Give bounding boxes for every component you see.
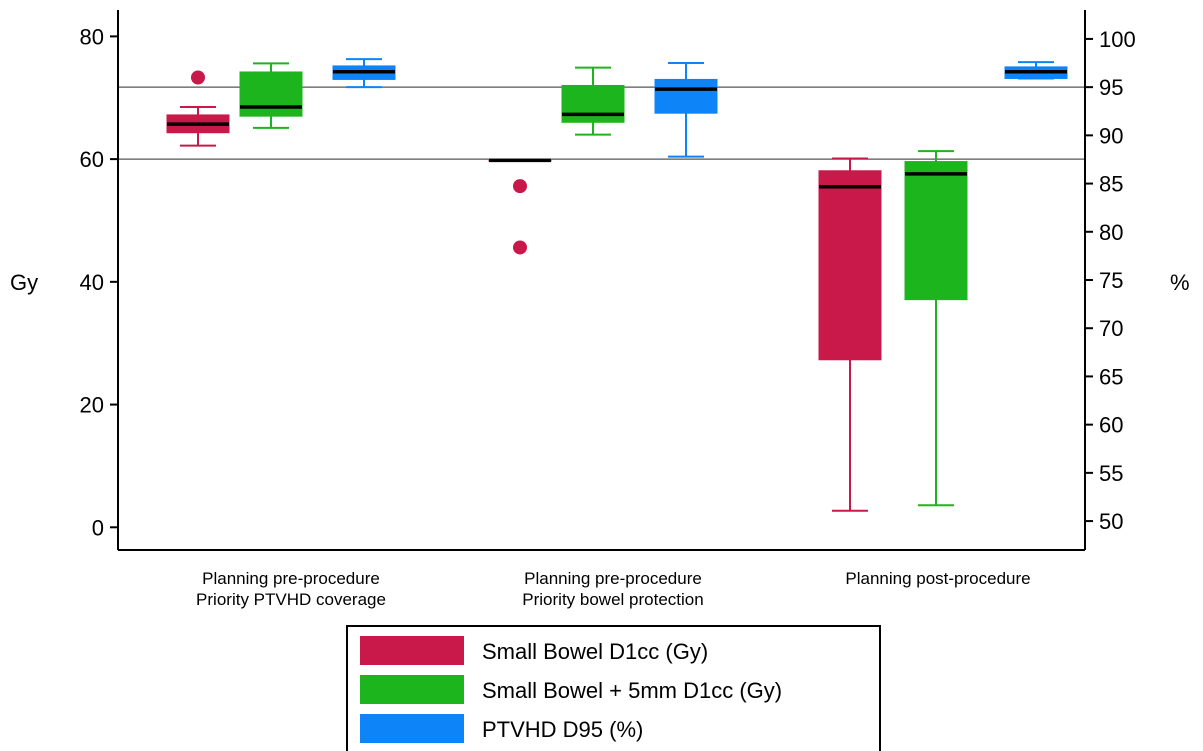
y-left-tick-label: 40 [80,270,104,295]
y-right-tick-label: 70 [1099,316,1123,341]
box-2-1 [239,62,303,129]
outlier-point [513,240,527,255]
y-right-tick-label: 90 [1099,123,1123,148]
y-right-tick-label: 50 [1099,509,1123,534]
legend-label: PTVHD D95 (%) [482,717,643,742]
y-right-tick-label: 95 [1099,75,1123,100]
iqr-box [654,78,718,114]
box-2-3 [904,150,968,507]
box-3-1 [332,58,396,89]
box-3-3 [1004,61,1068,80]
category-label: Planning post-procedure [845,569,1030,588]
box-1-3 [818,157,882,512]
iqr-box [818,170,882,361]
legend-swatch [360,675,464,704]
y-left-tick-label: 60 [80,147,104,172]
legend-label: Small Bowel D1cc (Gy) [482,639,708,664]
category-label: Planning pre-procedure [202,569,380,588]
y-right-tick-label: 80 [1099,220,1123,245]
box-2-2 [561,66,625,136]
category-label: Priority bowel protection [522,590,703,609]
legend-label: Small Bowel + 5mm D1cc (Gy) [482,678,782,703]
y-left-tick-label: 80 [80,24,104,49]
y-right-tick-label: 100 [1099,27,1136,52]
category-label: Priority PTVHD coverage [196,590,386,609]
y-axis-right-title: % [1170,270,1190,295]
outlier-point [191,70,205,85]
y-right-tick-label: 65 [1099,364,1123,389]
left-y-axis: 0 20 40 60 80 [80,24,118,540]
legend-swatch [360,636,464,665]
y-axis-left-title: Gy [10,270,38,295]
box-3-2 [654,62,718,158]
iqr-box [561,84,625,123]
iqr-box [904,161,968,301]
category-labels: Planning pre-procedure Priority PTVHD cov… [196,569,1031,609]
outlier-point [513,179,527,194]
y-left-tick-label: 0 [92,515,104,540]
y-left-tick-label: 20 [80,393,104,418]
box-plots [166,58,1068,512]
y-right-tick-label: 75 [1099,268,1123,293]
box-1-2 [488,158,552,255]
legend: Small Bowel D1cc (Gy) Small Bowel + 5mm D… [346,625,881,751]
y-right-tick-label: 55 [1099,461,1123,486]
y-right-tick-label: 85 [1099,172,1123,197]
iqr-box [239,71,303,117]
category-label: Planning pre-procedure [524,569,702,588]
y-right-tick-label: 60 [1099,413,1123,438]
legend-swatch [360,714,464,743]
box-1-1 [166,70,230,147]
right-y-axis: 50 55 60 65 70 75 80 85 90 95 100 [1085,27,1136,534]
